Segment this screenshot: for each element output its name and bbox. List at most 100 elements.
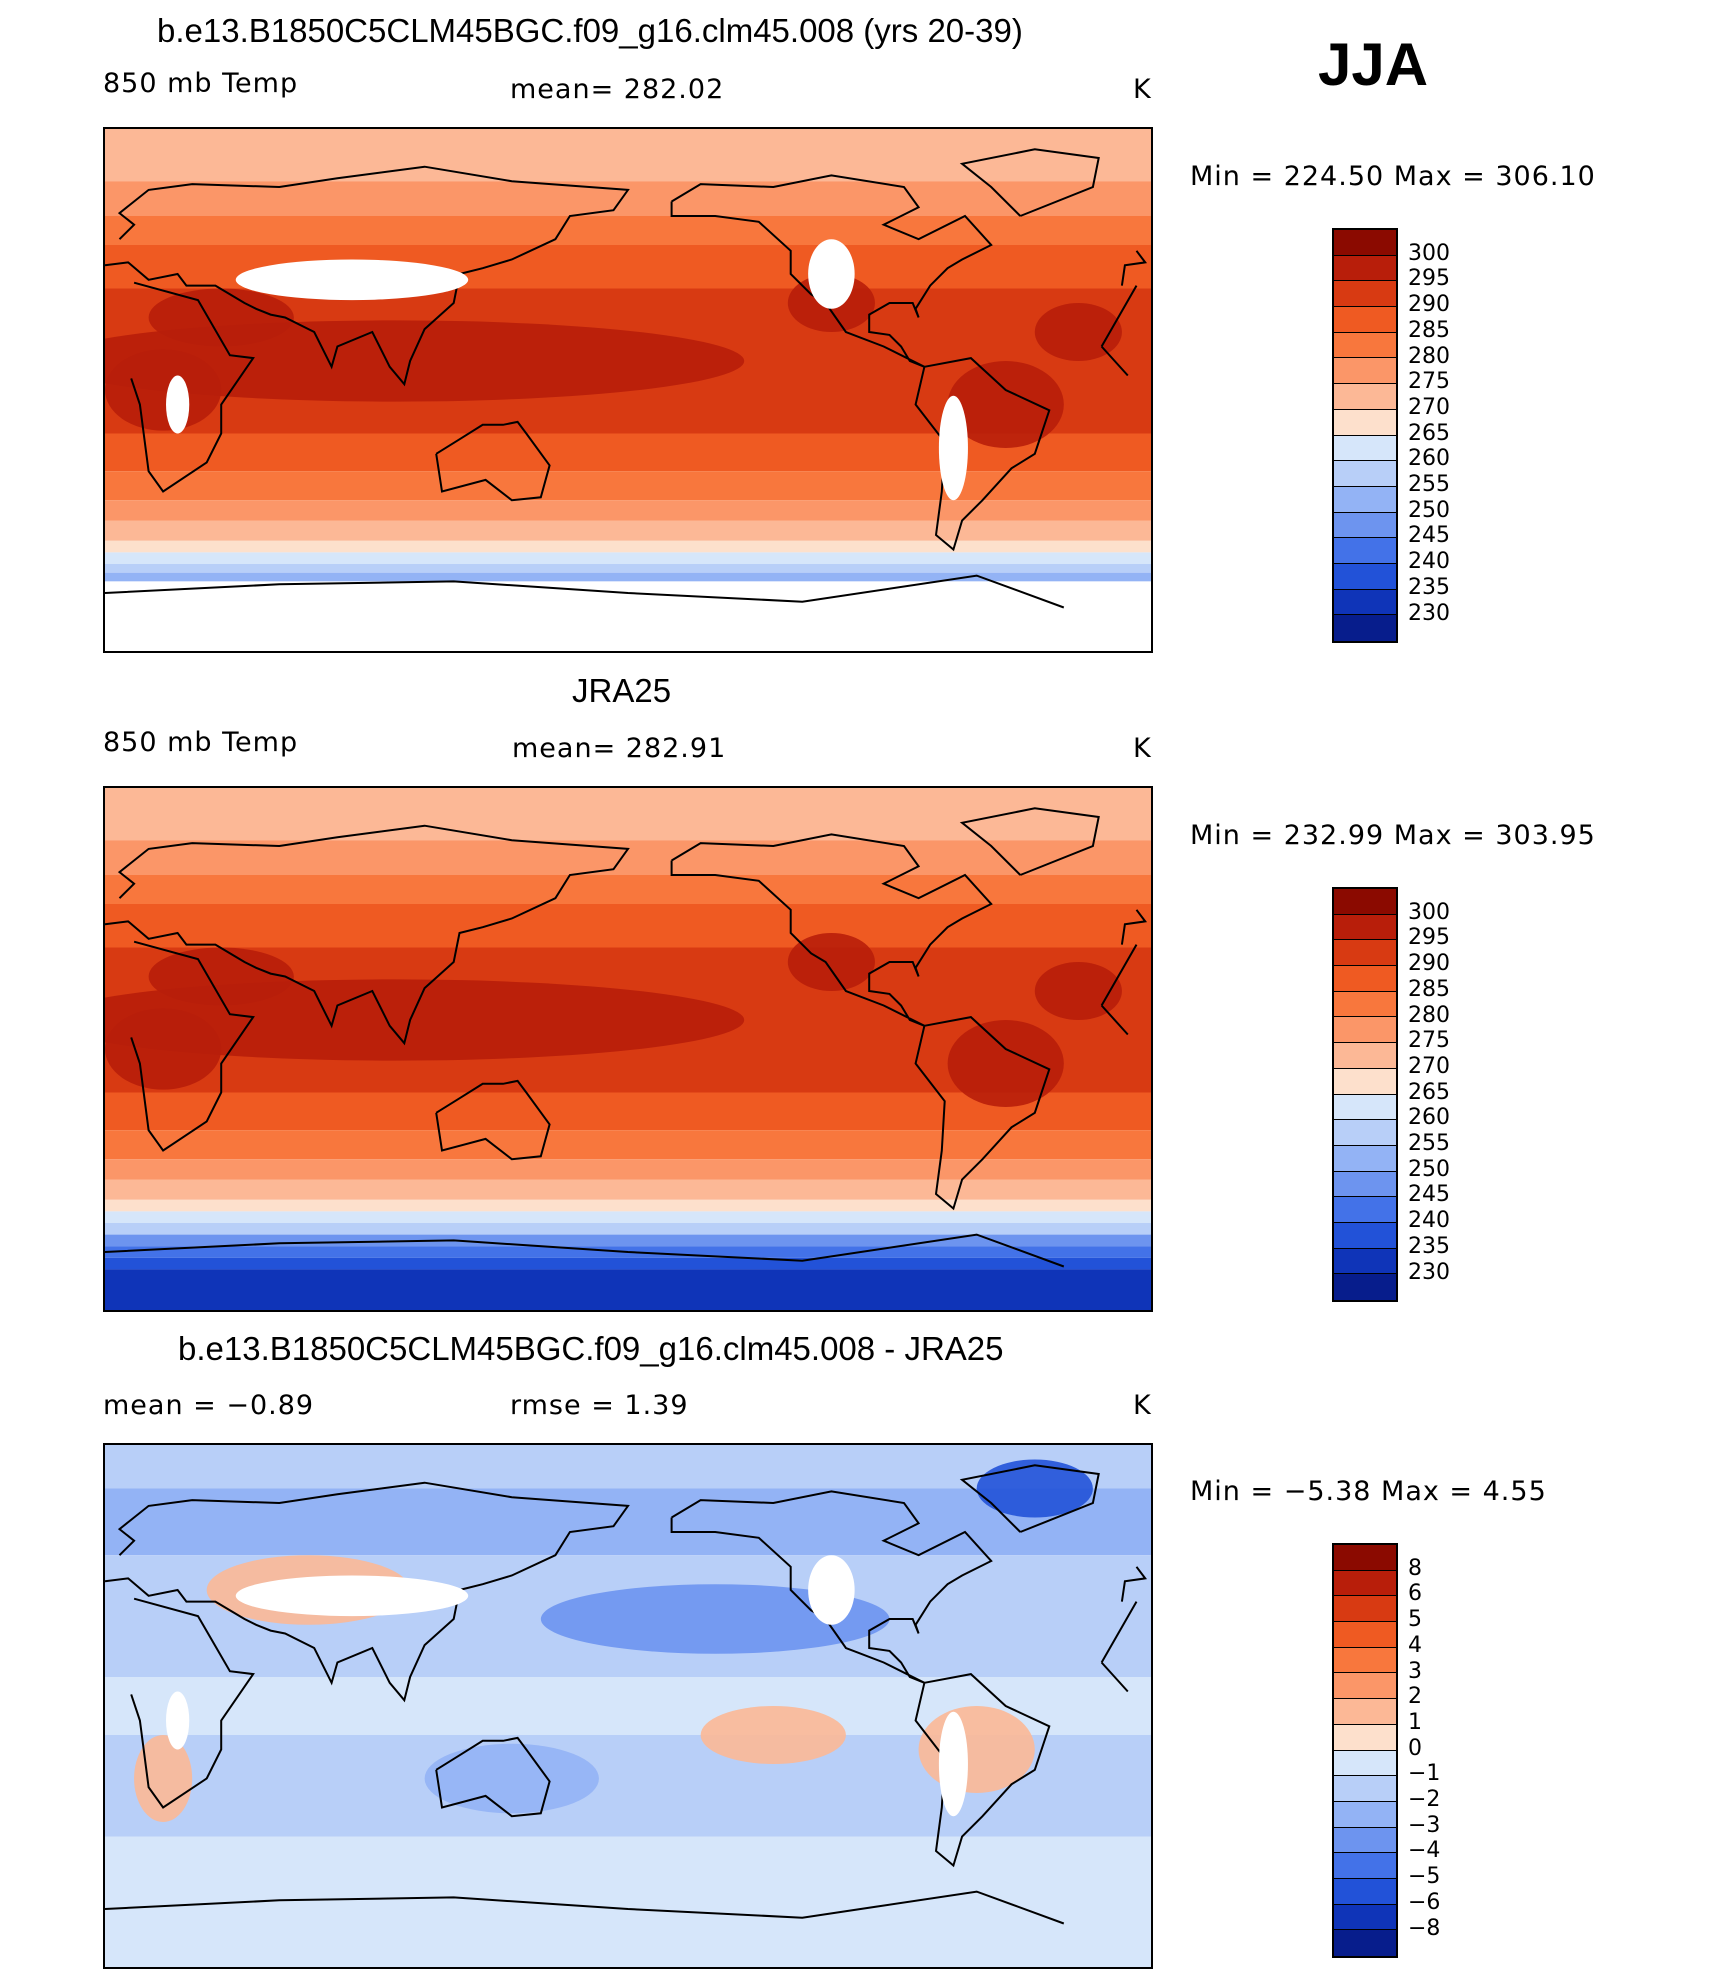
colorbar-tick-label: −6 — [1408, 1889, 1441, 1915]
colorbar-swatch — [1334, 1068, 1396, 1095]
colorbar-swatch — [1334, 1017, 1396, 1044]
coastline — [105, 1890, 1065, 1925]
panel3-units: K — [1133, 1390, 1152, 1421]
colorbar-tick-label: 3 — [1408, 1658, 1422, 1684]
contour-band — [105, 1234, 1151, 1247]
coastline — [959, 807, 1100, 876]
panel1-contour-map — [105, 129, 1151, 651]
colorbar-swatch — [1334, 230, 1396, 256]
colorbar-swatch — [1334, 281, 1396, 308]
colorbar-tick-label: 280 — [1408, 1002, 1450, 1028]
colorbar-tick-label: 260 — [1408, 446, 1450, 472]
colorbar-swatch — [1334, 1171, 1396, 1198]
colorbar-swatch — [1334, 1197, 1396, 1223]
coastline — [130, 1597, 1138, 1809]
colorbar-swatch — [1334, 384, 1396, 410]
panel2-mean: mean= 282.91 — [512, 733, 727, 764]
colorbar-swatch — [1334, 512, 1396, 539]
colorbar-swatch — [1334, 409, 1396, 436]
colorbar-tick-label: 0 — [1408, 1735, 1422, 1761]
colorbar-tick-label: 285 — [1408, 317, 1450, 343]
colorbar-tick-label: −8 — [1408, 1915, 1441, 1941]
contour-blob — [787, 933, 875, 991]
colorbar-tick-label: 8 — [1408, 1555, 1422, 1581]
panel2-map — [103, 786, 1153, 1312]
coastline — [435, 420, 551, 502]
colorbar-swatch — [1334, 332, 1396, 359]
colorbar-swatch — [1334, 1724, 1396, 1751]
colorbar-tick-label: 265 — [1408, 1079, 1450, 1105]
colorbar-tick-label: 240 — [1408, 1208, 1450, 1234]
colorbar-swatch — [1334, 1094, 1396, 1121]
colorbar-swatch — [1334, 1274, 1396, 1300]
contour-band — [105, 216, 1151, 245]
contour-band — [105, 564, 1151, 573]
colorbar-swatch — [1334, 1750, 1396, 1777]
contour-band — [105, 129, 1151, 182]
colorbar-tick-label: 245 — [1408, 523, 1450, 549]
panel2-contour-map — [105, 788, 1151, 1310]
colorbar-tick-label: 280 — [1408, 343, 1450, 369]
colorbar-swatch — [1334, 889, 1396, 915]
panel2-title: JRA25 — [572, 672, 672, 709]
colorbar-tick-label: 270 — [1408, 1053, 1450, 1079]
panel1-units: K — [1133, 74, 1152, 105]
panel1-map — [103, 127, 1153, 653]
colorbar-tick-label: 235 — [1408, 1233, 1450, 1259]
contour-band — [105, 1211, 1151, 1223]
contour-band — [105, 904, 1151, 948]
colorbar-swatch — [1334, 255, 1396, 282]
colorbar-swatch — [1334, 1570, 1396, 1597]
panel3-mean: mean = −0.89 — [103, 1390, 315, 1421]
colorbar-tick-label: 295 — [1408, 266, 1450, 292]
panel1-minmax: Min = 224.50 Max = 306.10 — [1190, 161, 1596, 192]
colorbar-swatch — [1334, 307, 1396, 333]
colorbar-tick-label: 265 — [1408, 420, 1450, 446]
coastline — [670, 833, 993, 1027]
colorbar-swatch — [1334, 461, 1396, 487]
colorbar-tick-label: −4 — [1408, 1838, 1441, 1864]
contour-band — [105, 581, 1151, 651]
colorbar-swatch — [1334, 435, 1396, 462]
masked-region — [166, 1691, 190, 1750]
colorbar-tick-label: 230 — [1408, 600, 1450, 626]
contour-band — [105, 788, 1151, 841]
colorbar-swatch — [1334, 1878, 1396, 1905]
colorbar-tick-label: −1 — [1408, 1761, 1441, 1787]
colorbar-tick-label: 255 — [1408, 472, 1450, 497]
coastline — [105, 824, 1148, 1046]
contour-band — [105, 520, 1151, 541]
colorbar-tick-label: 300 — [1408, 240, 1450, 266]
contour-blob — [700, 1706, 846, 1764]
colorbar-swatch — [1334, 589, 1396, 616]
panel2-variable: 850 mb Temp — [103, 727, 299, 758]
colorbar-tick-label: 300 — [1408, 899, 1450, 925]
coastline — [670, 174, 993, 368]
panel3-title: b.e13.B1850C5CLM45BGC.f09_g16.clm45.008 … — [178, 1330, 1004, 1367]
colorbar-swatch — [1334, 1776, 1396, 1802]
coastline — [959, 1464, 1100, 1533]
masked-region — [235, 1575, 469, 1617]
coastline — [959, 148, 1100, 217]
masked-region — [166, 375, 190, 434]
contour-blob — [976, 1459, 1093, 1518]
colorbar-swatch — [1334, 966, 1396, 992]
colorbar-tick-label: 285 — [1408, 976, 1450, 1002]
panel1-mean: mean= 282.02 — [510, 74, 725, 105]
colorbar-swatch — [1334, 1222, 1396, 1249]
contour-blob — [105, 320, 745, 402]
colorbar-swatch — [1334, 1043, 1396, 1069]
coastline — [435, 1079, 551, 1161]
season-label: JJA — [1318, 31, 1429, 98]
coastline — [105, 1233, 1065, 1268]
colorbar-swatch — [1334, 615, 1396, 641]
masked-region — [808, 239, 855, 309]
coastline — [105, 1481, 1148, 1703]
contour-band — [105, 1257, 1151, 1270]
contour-band — [105, 540, 1151, 553]
panel3-contour-map — [105, 1445, 1151, 1967]
colorbar-tick-label: 250 — [1408, 497, 1450, 523]
contour-band — [105, 1836, 1151, 1880]
colorbar-swatch — [1334, 1145, 1396, 1172]
panel3-colorbar — [1332, 1543, 1398, 1958]
